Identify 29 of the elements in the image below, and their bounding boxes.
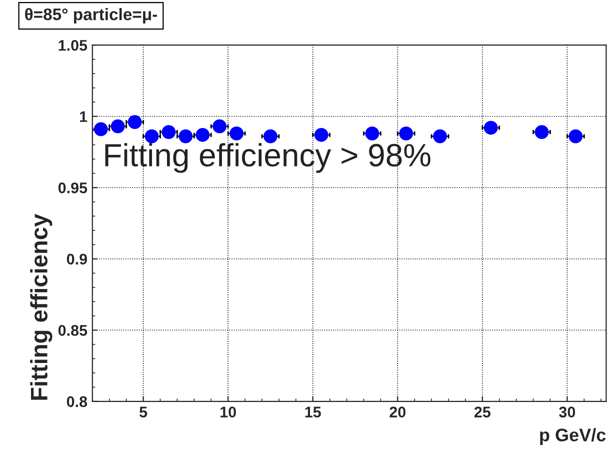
point (144, 129, 159, 144)
point (534, 125, 549, 139)
point (162, 125, 176, 139)
point (314, 128, 328, 142)
x-tick-label: 15 (305, 406, 321, 418)
y-axis-title: Fitting efficiency (30, 214, 52, 400)
x-tick-label: 5 (140, 406, 148, 418)
x-tick-label: 10 (220, 406, 236, 418)
chart-title: θ=85° particle=μ- (25, 8, 157, 24)
point (399, 126, 414, 140)
y-tick-label: 0.95 (58, 182, 88, 194)
point (212, 119, 227, 134)
point (484, 120, 498, 135)
y-tick-label: 0.8 (66, 396, 88, 408)
point (230, 126, 244, 140)
point (568, 129, 583, 144)
y-tick-label: 0.85 (58, 325, 88, 336)
annotation: Fitting efficiency > 98% (105, 143, 430, 173)
x-tick-label: 30 (559, 406, 576, 418)
x-tick-label: 25 (474, 406, 490, 418)
y-tick-label: 1 (80, 111, 88, 122)
x-tick-label: 20 (390, 406, 406, 418)
point (433, 129, 447, 144)
y-tick-label: 1.05 (58, 40, 88, 51)
y-tick-label: 0.9 (66, 254, 87, 265)
x-axis-title: p GeV/c (540, 428, 606, 445)
point (128, 115, 142, 130)
point (365, 126, 380, 140)
point (264, 129, 278, 144)
